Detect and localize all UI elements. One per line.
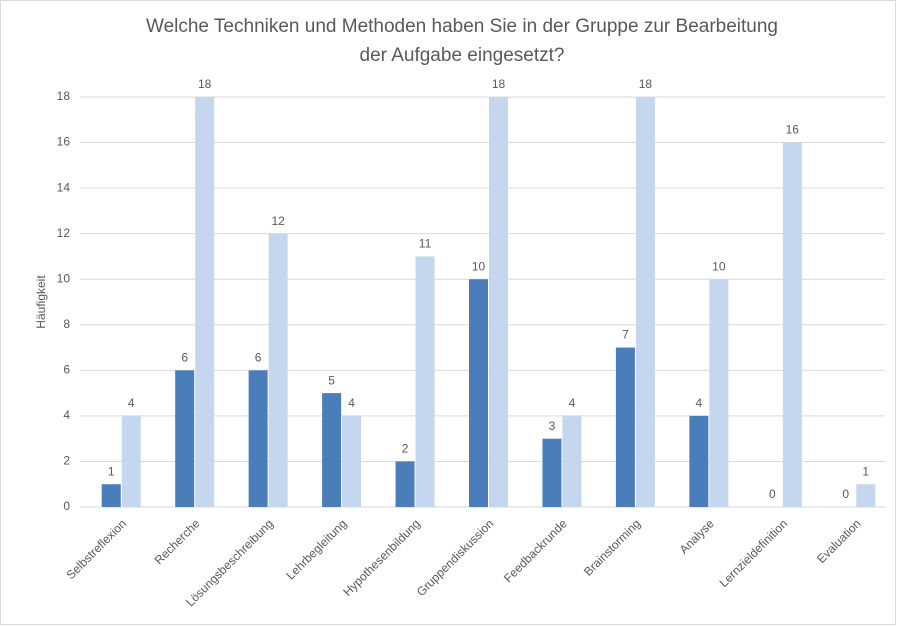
bar xyxy=(195,97,215,507)
bar xyxy=(562,415,582,507)
bar xyxy=(395,461,415,507)
y-tick-label: 2 xyxy=(63,454,70,468)
bar xyxy=(709,279,729,507)
bar xyxy=(415,256,435,507)
data-label: 4 xyxy=(696,396,703,410)
bar xyxy=(322,393,342,507)
data-label: 18 xyxy=(639,77,653,91)
bar xyxy=(615,347,635,507)
data-label: 11 xyxy=(419,237,432,251)
bar xyxy=(101,484,121,507)
data-label: 1 xyxy=(108,464,115,478)
data-label: 3 xyxy=(549,419,556,433)
y-tick-label: 12 xyxy=(57,226,71,240)
data-label: 10 xyxy=(472,259,486,273)
bar xyxy=(121,415,141,507)
data-label: 18 xyxy=(198,77,212,91)
data-label: 10 xyxy=(712,259,726,273)
data-label: 4 xyxy=(348,396,355,410)
y-tick-label: 4 xyxy=(63,408,70,422)
data-label: 4 xyxy=(128,396,135,410)
data-label: 0 xyxy=(769,487,776,501)
y-axis-label: Häufigkeit xyxy=(34,275,48,329)
y-tick-label: 16 xyxy=(57,135,71,149)
data-label: 2 xyxy=(402,442,409,456)
data-label: 6 xyxy=(255,351,262,365)
bar xyxy=(268,233,288,507)
bar xyxy=(542,438,562,507)
data-label: 12 xyxy=(271,214,285,228)
bar xyxy=(489,97,508,507)
bar xyxy=(782,142,802,508)
data-label: 5 xyxy=(328,373,335,387)
bar xyxy=(856,484,876,507)
bar xyxy=(342,415,362,507)
chart-title: der Aufgabe eingesetzt? xyxy=(360,45,565,66)
y-tick-label: 10 xyxy=(57,271,71,285)
bar xyxy=(175,370,195,507)
data-label: 18 xyxy=(492,77,506,91)
y-tick-label: 14 xyxy=(57,180,71,194)
bar xyxy=(248,370,268,507)
y-tick-label: 8 xyxy=(63,317,70,331)
data-label: 1 xyxy=(862,464,869,478)
bar xyxy=(469,279,488,507)
data-label: 16 xyxy=(786,123,800,137)
bar xyxy=(635,97,655,507)
y-tick-label: 18 xyxy=(57,89,71,103)
data-label: 0 xyxy=(842,487,849,501)
y-tick-label: 0 xyxy=(63,499,70,513)
chart-title: Welche Techniken und Methoden haben Sie … xyxy=(146,16,778,37)
data-label: 7 xyxy=(622,328,629,342)
bar xyxy=(689,415,709,507)
y-tick-label: 6 xyxy=(63,363,70,377)
data-label: 6 xyxy=(181,351,188,365)
data-label: 4 xyxy=(569,396,576,410)
